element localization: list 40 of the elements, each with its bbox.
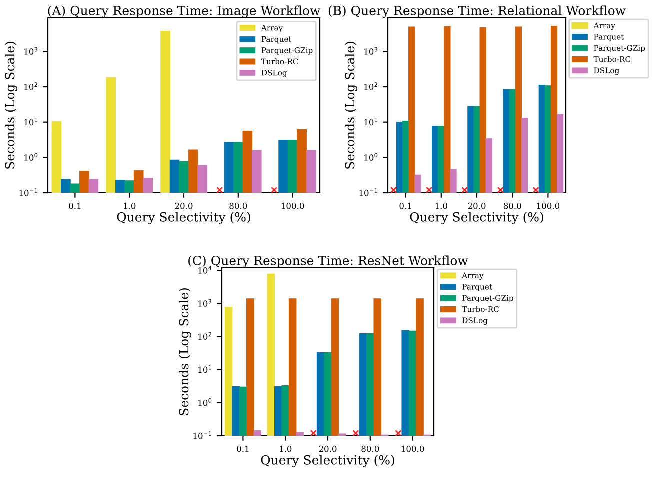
y-tick-label: 10$^{3}$ xyxy=(198,299,212,307)
y-tick-label: 10$^{−1}$ xyxy=(20,188,38,196)
x-tick-label: 100.0 xyxy=(282,202,304,210)
x-tick-label: 100.0 xyxy=(402,446,424,452)
chart-title: (A) Query Response Time: Image Workflow xyxy=(48,6,321,18)
y-axis-title: Seconds (Log Scale) xyxy=(5,42,18,169)
x-tick-label: 80.0 xyxy=(504,202,522,210)
x-tick-label: 1.0 xyxy=(280,446,292,452)
x-tick-label: 20.0 xyxy=(468,202,486,210)
x-tick-label: 0.1 xyxy=(69,202,81,210)
y-tick-label: 10$^{0}$ xyxy=(24,153,38,161)
chart-title: (B) Query Response Time: Relational Workflow xyxy=(328,6,626,18)
x-tick-label: 100.0 xyxy=(537,202,560,210)
x-tick-label: 80.0 xyxy=(230,202,248,210)
y-tick-label: 10$^{1}$ xyxy=(24,118,38,126)
x-tick-label: 0.1 xyxy=(237,446,249,452)
y-tick-label: 10$^{4}$ xyxy=(198,266,212,274)
x-tick-label: 20.0 xyxy=(175,202,193,210)
y-tick-label: 10$^{−1}$ xyxy=(360,188,378,196)
y-tick-label: 10$^{2}$ xyxy=(364,82,378,90)
y-tick-label: 10$^{1}$ xyxy=(364,118,378,126)
x-axis-title: Query Selectivity (%) xyxy=(117,212,250,224)
y-tick-label: 10$^{0}$ xyxy=(364,153,378,161)
x-axis-title: Query Selectivity (%) xyxy=(261,455,394,468)
y-tick-label: 10$^{0}$ xyxy=(198,398,212,406)
x-tick-label: 1.0 xyxy=(436,202,448,210)
y-tick-label: 10$^{3}$ xyxy=(24,47,38,55)
y-axis-title: Seconds (Log Scale) xyxy=(179,288,192,416)
y-tick-label: 10$^{1}$ xyxy=(198,366,212,374)
x-axis-title: Query Selectivity (%) xyxy=(410,212,544,224)
chart-title: (C) Query Response Time: ResNet Workflow xyxy=(188,256,468,268)
x-tick-label: 20.0 xyxy=(319,446,337,452)
x-tick-label: 1.0 xyxy=(124,202,136,210)
y-tick-label: 10$^{−1}$ xyxy=(194,432,212,440)
y-tick-label: 10$^{2}$ xyxy=(198,332,212,340)
y-tick-label: 10$^{2}$ xyxy=(24,82,38,90)
y-axis-title: Seconds (Log Scale) xyxy=(345,42,358,169)
x-tick-label: 80.0 xyxy=(362,446,380,452)
x-tick-label: 0.1 xyxy=(400,202,412,210)
y-tick-label: 10$^{3}$ xyxy=(364,47,378,55)
